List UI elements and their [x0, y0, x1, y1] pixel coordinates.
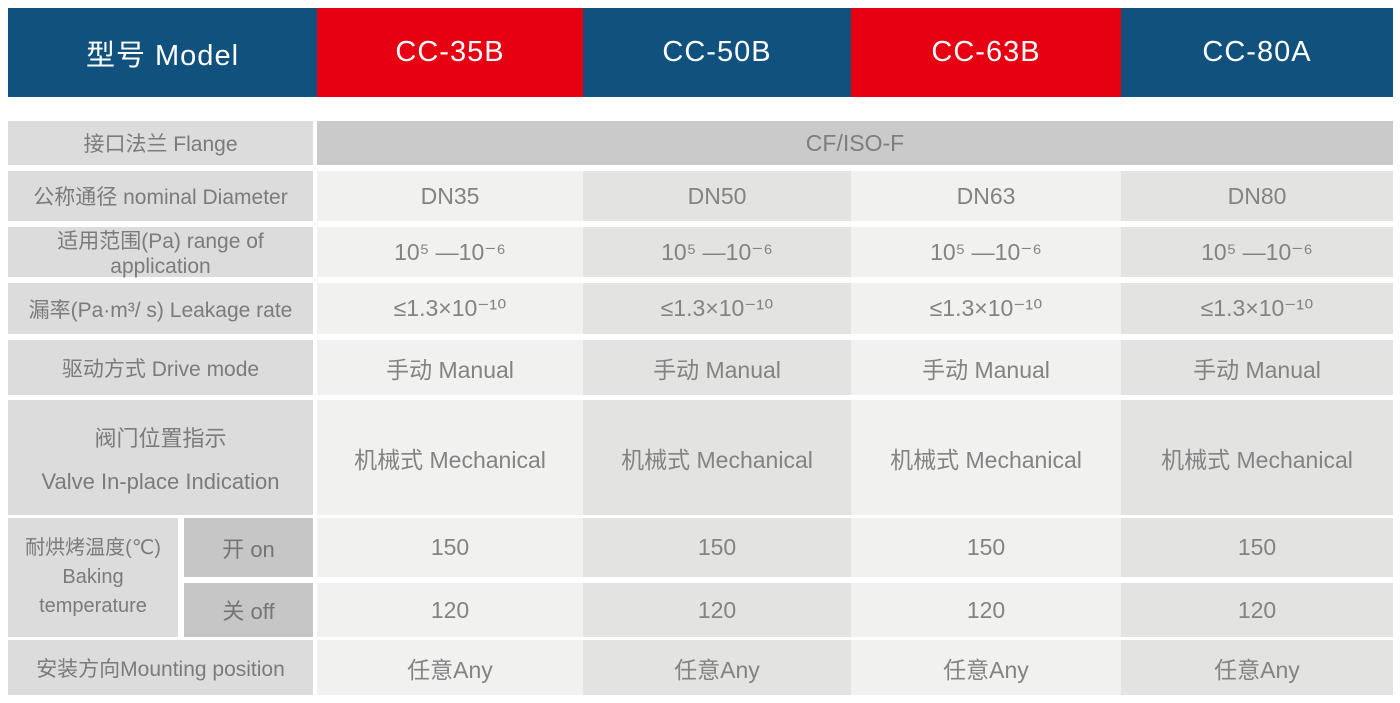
diameter-value: DN63 [851, 171, 1121, 221]
mounting-value: 任意Any [317, 640, 583, 695]
indication-label: 阀门位置指示 Valve In-place Indication [8, 400, 313, 515]
row-leakage: 漏率(Pa·m³/ s) Leakage rate ≤1.3×10⁻¹⁰ ≤1.… [8, 283, 1393, 334]
baking-label-cn: 耐烘烤温度(℃) [25, 537, 161, 559]
indication-value: 机械式 Mechanical [1121, 400, 1393, 515]
mounting-value: 任意Any [851, 640, 1121, 695]
baking-on-value: 150 [583, 518, 851, 577]
row-range: 适用范围(Pa) range of application 10⁵ —10⁻⁶ … [8, 227, 1393, 278]
leakage-value: ≤1.3×10⁻¹⁰ [1121, 283, 1393, 334]
range-value: 10⁵ —10⁻⁶ [1121, 227, 1393, 277]
indication-value: 机械式 Mechanical [317, 400, 583, 515]
leakage-label: 漏率(Pa·m³/ s) Leakage rate [8, 283, 313, 334]
diameter-value: DN80 [1121, 171, 1393, 221]
drive-value: 手动 Manual [583, 340, 851, 395]
leakage-value: ≤1.3×10⁻¹⁰ [851, 283, 1121, 334]
diameter-value: DN35 [317, 171, 583, 221]
row-drive: 驱动方式 Drive mode 手动 Manual 手动 Manual 手动 M… [8, 340, 1393, 395]
drive-value: 手动 Manual [317, 340, 583, 395]
baking-off-value: 120 [583, 583, 851, 637]
diameter-value: DN50 [583, 171, 851, 221]
baking-off-value: 120 [851, 583, 1121, 637]
indication-label-en: Valve In-place Indication [41, 468, 280, 494]
header-model-cc35b: CC-35B [317, 8, 583, 97]
range-value: 10⁵ —10⁻⁶ [317, 227, 583, 277]
leakage-value: ≤1.3×10⁻¹⁰ [317, 283, 583, 334]
baking-on-label: 开 on [184, 518, 313, 577]
row-flange: 接口法兰 Flange CF/ISO-F [8, 121, 1393, 165]
mounting-value: 任意Any [583, 640, 851, 695]
baking-label: 耐烘烤温度(℃) Baking temperature [8, 518, 178, 637]
row-baking: 耐烘烤温度(℃) Baking temperature 开 on 150 150… [8, 518, 1393, 637]
range-value: 10⁵ —10⁻⁶ [851, 227, 1121, 277]
drive-label: 驱动方式 Drive mode [8, 340, 313, 395]
range-value: 10⁵ —10⁻⁶ [583, 227, 851, 277]
indication-value: 机械式 Mechanical [583, 400, 851, 515]
row-baking-on: 开 on 150 150 150 150 [184, 518, 1393, 577]
drive-value: 手动 Manual [851, 340, 1121, 395]
baking-on-value: 150 [1121, 518, 1393, 577]
baking-label-en2: temperature [39, 595, 147, 617]
flange-value: CF/ISO-F [317, 121, 1393, 165]
baking-off-value: 120 [317, 583, 583, 637]
drive-value: 手动 Manual [1121, 340, 1393, 395]
spec-table: 型号 Model CC-35B CC-50B CC-63B CC-80A 接口法… [8, 8, 1393, 695]
row-baking-off: 关 off 120 120 120 120 [184, 583, 1393, 637]
baking-subrows: 开 on 150 150 150 150 关 off 120 120 120 1… [184, 518, 1393, 637]
table-header: 型号 Model CC-35B CC-50B CC-63B CC-80A [8, 8, 1393, 97]
header-model-cc80a: CC-80A [1121, 8, 1393, 97]
baking-on-value: 150 [317, 518, 583, 577]
baking-off-label: 关 off [184, 583, 313, 637]
range-label: 适用范围(Pa) range of application [8, 227, 313, 278]
row-indication: 阀门位置指示 Valve In-place Indication 机械式 Mec… [8, 400, 1393, 515]
header-model-cc50b: CC-50B [583, 8, 851, 97]
baking-off-value: 120 [1121, 583, 1393, 637]
mounting-label: 安装方向Mounting position [8, 640, 313, 695]
baking-on-value: 150 [851, 518, 1121, 577]
leakage-value: ≤1.3×10⁻¹⁰ [583, 283, 851, 334]
indication-label-cn: 阀门位置指示 [94, 425, 227, 451]
row-diameter: 公称通径 nominal Diameter DN35 DN50 DN63 DN8… [8, 171, 1393, 221]
mounting-value: 任意Any [1121, 640, 1393, 695]
row-mounting: 安装方向Mounting position 任意Any 任意Any 任意Any … [8, 640, 1393, 695]
indication-value: 机械式 Mechanical [851, 400, 1121, 515]
diameter-label: 公称通径 nominal Diameter [8, 171, 313, 221]
baking-label-en1: Baking [62, 566, 124, 588]
flange-label: 接口法兰 Flange [8, 121, 313, 165]
header-model-label: 型号 Model [8, 8, 317, 97]
header-model-cc63b: CC-63B [851, 8, 1121, 97]
